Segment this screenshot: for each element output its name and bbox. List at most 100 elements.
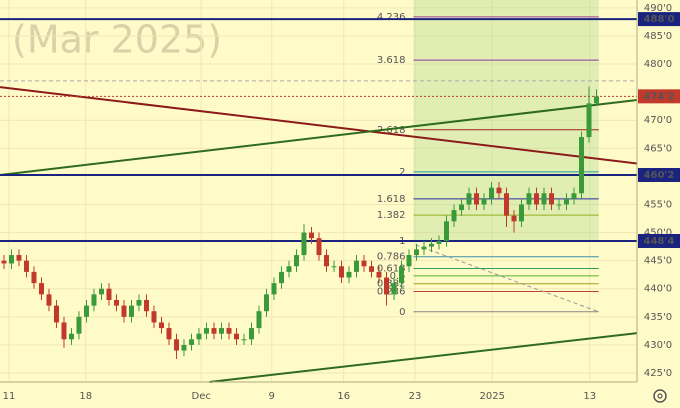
candle-body [421,246,427,250]
candle-body [398,266,404,284]
candle-body [68,333,74,340]
fib-label: 4.236 [377,12,406,23]
candle-body [226,328,232,334]
price-badge-label: 460'2 [644,170,675,181]
fib-label: 0.236 [377,287,406,298]
candle-body [256,311,262,329]
fib-label: 0.5 [390,271,406,282]
candle-body [53,305,59,323]
candle-body [586,103,592,138]
candle-body [158,322,164,329]
candle-body [526,193,532,205]
fib-label: 0.618 [377,264,406,275]
candle-body [211,328,217,334]
candle-body [466,193,472,205]
candle-body [413,249,419,256]
candle-body [98,288,104,295]
candle-body [113,299,119,306]
candle-body [248,328,254,340]
x-tick-label: Dec [192,391,211,402]
candle-body [286,266,292,272]
y-tick-label: 485'0 [644,31,672,42]
y-tick-label: 435'0 [644,312,672,323]
price-badge-label: 488'0 [644,14,675,25]
candle-body [8,255,14,264]
y-tick-label: 455'0 [644,199,672,210]
candle-body [61,322,67,340]
candle-body [548,193,554,205]
candle-body [578,137,584,194]
candle-body [353,260,359,272]
y-tick-label: 450'0 [644,228,672,239]
x-tick-label: 23 [409,391,422,402]
y-tick-label: 480'0 [644,59,672,70]
candle-body [91,294,97,306]
candle-body [16,255,22,261]
candle-body [503,193,509,216]
candle-body [376,271,382,278]
candle-body [38,283,44,295]
y-tick-label: 440'0 [644,284,672,295]
price-badge-label: 448'4 [644,236,675,247]
candle-body [293,255,299,267]
candle-body [496,187,502,194]
watermark: (Mar 2025) [12,18,222,62]
candle-body [233,333,239,340]
candle-body [563,198,569,205]
candle-body [1,260,7,264]
candle-body [203,328,209,334]
candle-body [473,193,479,205]
fib-label: 3.618 [377,55,406,66]
candle-body [83,305,89,317]
candle-body [593,96,599,104]
price-badge [638,89,680,104]
price-badge-label: 474'2 [644,91,675,102]
candle-body [271,283,277,295]
price-badge [638,12,680,27]
candle-body [218,328,224,334]
x-tick-label: 16 [337,391,350,402]
trend-line [209,332,638,383]
trend-line [0,99,638,176]
y-tick-label: 465'0 [644,143,672,154]
gear[interactable] [653,389,667,403]
settings-icon[interactable] [653,389,667,403]
x-tick-label: 18 [79,391,92,402]
candle-body [308,232,314,239]
candle-body [278,271,284,284]
trend-line [415,244,599,313]
trend-line [0,86,638,165]
candle-body [181,344,187,351]
candle-body [451,210,457,222]
fib-label: 2.618 [377,125,406,136]
candle-body [136,299,142,306]
candle-body [31,271,37,284]
candle-body [323,255,329,267]
candle-body [151,311,157,323]
candle-body [428,243,434,247]
candle-body [121,305,127,317]
candle-body [23,260,29,272]
price-badge [638,233,680,248]
candle-body [541,193,547,205]
candle-body [338,266,344,278]
candle-body [128,305,134,317]
candle-body [173,339,179,351]
y-tick-label: 470'0 [644,115,672,126]
fib-label: 1.618 [377,194,406,205]
candle-body [571,193,577,199]
y-tick-label: 430'0 [644,340,672,351]
fib-label: 0 [399,307,405,318]
candle-body [241,339,247,341]
fib-label: 0.786 [377,252,406,263]
candle-body [383,277,389,295]
candle-body [166,328,172,340]
candle-body [188,339,194,345]
y-tick-label: 425'0 [644,368,672,379]
gear-hub[interactable] [657,393,663,399]
x-tick-label: 11 [3,391,16,402]
fib-label: 1.382 [377,210,406,221]
candle-body [443,221,449,241]
candle-body [481,198,487,205]
